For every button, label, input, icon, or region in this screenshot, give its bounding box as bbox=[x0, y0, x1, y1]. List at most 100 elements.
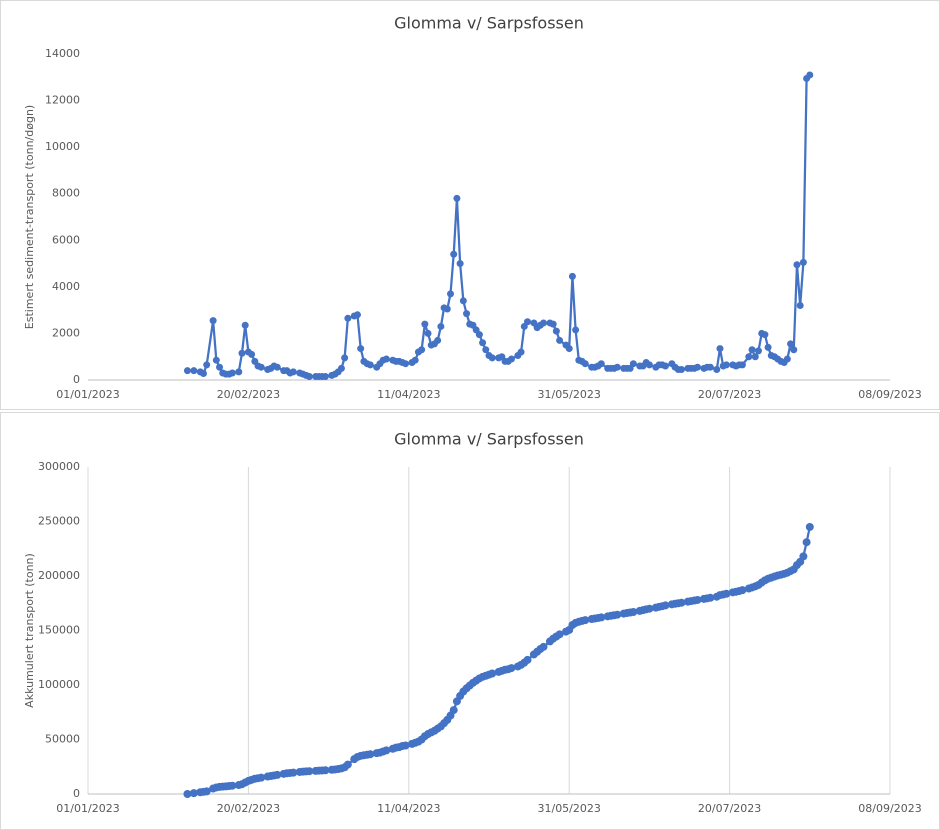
y-tick-label: 300000 bbox=[38, 460, 80, 473]
y-tick-label: 8000 bbox=[52, 187, 80, 200]
data-point bbox=[447, 290, 455, 298]
data-point bbox=[754, 347, 762, 355]
y-tick-label: 50000 bbox=[45, 733, 80, 746]
data-point bbox=[713, 366, 721, 374]
data-point bbox=[764, 343, 772, 351]
y-tick-label: 4000 bbox=[52, 280, 80, 293]
data-point bbox=[552, 327, 560, 335]
data-point bbox=[411, 356, 419, 364]
data-point bbox=[209, 317, 217, 325]
x-tick-label: 20/07/2023 bbox=[698, 388, 761, 401]
data-point bbox=[189, 789, 198, 798]
data-point bbox=[661, 362, 669, 370]
data-point bbox=[228, 369, 236, 377]
data-point bbox=[629, 607, 638, 616]
data-point bbox=[677, 366, 685, 374]
data-point bbox=[581, 616, 590, 625]
data-point bbox=[799, 258, 807, 266]
data-point bbox=[613, 610, 622, 619]
data-point bbox=[241, 321, 249, 329]
data-point bbox=[479, 339, 487, 347]
y-tick-label: 100000 bbox=[38, 678, 80, 691]
data-point bbox=[716, 345, 724, 353]
data-point bbox=[366, 361, 374, 369]
data-point bbox=[257, 363, 265, 371]
data-point bbox=[273, 363, 281, 371]
y-tick-label: 200000 bbox=[38, 569, 80, 582]
data-point bbox=[488, 669, 497, 678]
data-point bbox=[353, 311, 361, 319]
data-point bbox=[556, 336, 564, 344]
data-point bbox=[694, 363, 702, 371]
x-tick-label: 31/05/2023 bbox=[537, 388, 600, 401]
data-point bbox=[450, 250, 458, 258]
data-point bbox=[597, 360, 605, 368]
data-point bbox=[238, 349, 246, 357]
data-point bbox=[523, 655, 532, 664]
chart-title: Glomma v/ Sarpsfossen bbox=[394, 14, 584, 33]
data-point bbox=[629, 360, 637, 368]
data-point bbox=[449, 706, 458, 715]
data-point bbox=[463, 310, 471, 318]
x-tick-label: 01/01/2023 bbox=[56, 388, 119, 401]
chart-frame bbox=[0, 0, 940, 410]
data-point bbox=[475, 331, 483, 339]
data-point bbox=[228, 781, 237, 790]
data-point bbox=[421, 320, 429, 328]
x-tick-label: 20/02/2023 bbox=[217, 802, 280, 815]
data-point bbox=[549, 320, 557, 328]
data-point bbox=[305, 373, 313, 381]
data-point bbox=[199, 369, 207, 377]
data-point bbox=[321, 766, 330, 775]
data-point bbox=[453, 194, 461, 202]
y-tick-label: 12000 bbox=[45, 94, 80, 107]
data-point bbox=[805, 522, 814, 531]
data-point bbox=[212, 356, 220, 364]
data-point bbox=[661, 601, 670, 610]
y-tick-label: 250000 bbox=[38, 515, 80, 528]
data-point bbox=[783, 355, 791, 363]
data-point bbox=[565, 345, 573, 353]
data-point bbox=[443, 305, 451, 313]
data-point bbox=[289, 368, 297, 376]
data-point bbox=[751, 353, 759, 361]
data-point bbox=[401, 741, 410, 750]
data-point bbox=[321, 373, 329, 381]
data-point bbox=[568, 272, 576, 280]
data-point bbox=[613, 363, 621, 371]
data-point bbox=[424, 329, 432, 337]
data-point bbox=[203, 361, 211, 369]
data-point bbox=[799, 552, 808, 561]
data-point bbox=[706, 363, 714, 371]
data-point bbox=[507, 664, 516, 673]
data-point bbox=[722, 361, 730, 369]
chart-frame bbox=[0, 412, 940, 830]
data-point bbox=[183, 790, 192, 798]
data-point bbox=[507, 355, 515, 363]
data-point bbox=[761, 331, 769, 339]
data-point bbox=[790, 346, 798, 354]
data-point bbox=[796, 301, 804, 309]
data-point bbox=[216, 363, 224, 371]
x-tick-label: 31/05/2023 bbox=[537, 802, 600, 815]
data-point bbox=[748, 346, 756, 354]
data-point bbox=[273, 770, 282, 779]
data-point bbox=[540, 319, 548, 327]
data-point bbox=[738, 361, 746, 369]
data-point bbox=[248, 350, 256, 358]
data-point bbox=[555, 630, 564, 639]
data-point bbox=[402, 360, 410, 368]
data-point bbox=[793, 261, 801, 269]
y-tick-label: 2000 bbox=[52, 326, 80, 339]
x-tick-label: 11/04/2023 bbox=[377, 802, 440, 815]
y-tick-label: 6000 bbox=[52, 233, 80, 246]
data-point bbox=[337, 364, 345, 372]
data-point bbox=[305, 767, 314, 776]
data-point bbox=[190, 367, 198, 375]
data-point bbox=[257, 773, 266, 782]
data-point bbox=[722, 589, 731, 598]
data-point bbox=[523, 318, 531, 326]
x-tick-label: 20/07/2023 bbox=[698, 802, 761, 815]
data-point bbox=[787, 340, 795, 348]
data-point bbox=[382, 355, 390, 363]
